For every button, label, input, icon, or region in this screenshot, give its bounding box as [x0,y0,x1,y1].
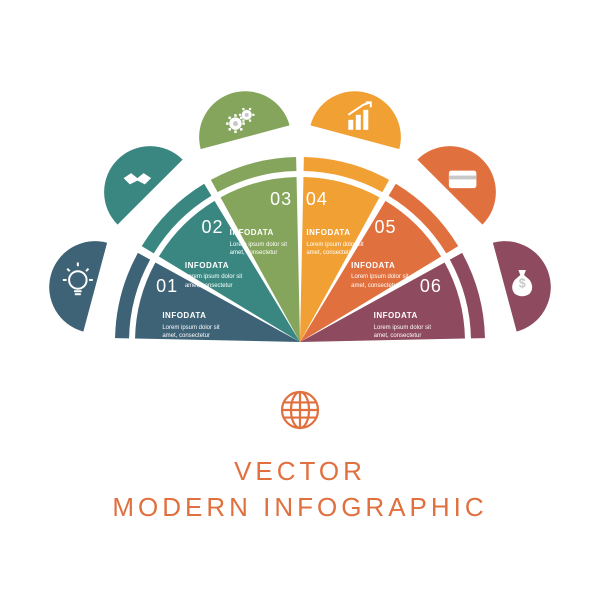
svg-text:$: $ [519,276,526,290]
infographic-stage: $ VECTOR MODERN INFOGRAPHIC 01INFODATALo… [0,0,600,600]
title-line-1: VECTOR [0,456,600,487]
petal-04 [310,91,400,149]
credit-card-icon [449,171,477,189]
title-line-2: MODERN INFOGRAPHIC [0,492,600,523]
petal-01 [49,241,107,331]
